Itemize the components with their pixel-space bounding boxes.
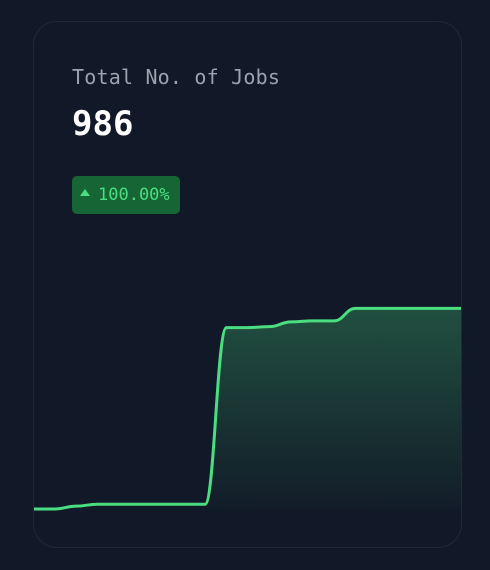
- triangle-up-icon: [80, 188, 90, 196]
- series-line: [34, 306, 461, 511]
- stat-value: 986: [72, 104, 134, 144]
- stat-card: Total No. of Jobs 986 100.00%: [33, 21, 462, 548]
- jobs-area-chart: [34, 306, 461, 511]
- change-badge: 100.00%: [72, 176, 180, 214]
- stat-title: Total No. of Jobs: [72, 65, 281, 89]
- change-percent: 100.00%: [98, 185, 170, 205]
- area-fill: [34, 308, 461, 510]
